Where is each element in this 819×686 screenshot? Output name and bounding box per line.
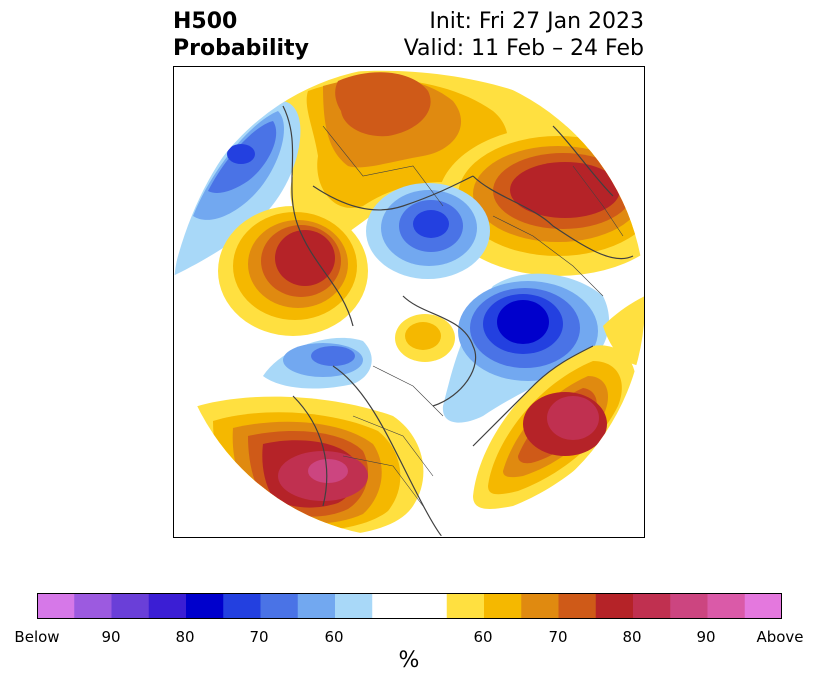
anomaly-arctic-low bbox=[366, 183, 490, 279]
colorbar-swatch bbox=[37, 593, 75, 619]
anomaly-atlantic-high bbox=[473, 345, 636, 509]
colorbar-swatch bbox=[335, 593, 373, 619]
colorbar-swatch bbox=[223, 593, 261, 619]
colorbar-swatch bbox=[148, 593, 187, 619]
colorbar-swatch bbox=[707, 593, 746, 619]
colorbar-swatch bbox=[595, 593, 634, 619]
colorbar-tick-above-70: 70 bbox=[548, 628, 568, 646]
colorbar-swatch bbox=[744, 593, 782, 619]
anomaly-pacific-high-west bbox=[218, 206, 368, 336]
anomaly-field bbox=[173, 70, 645, 538]
title-variable: H500 bbox=[173, 9, 238, 34]
colorbar-tick-below-70: 70 bbox=[249, 628, 269, 646]
colorbar-tick-above-80: 80 bbox=[622, 628, 642, 646]
colorbar-unit: % bbox=[398, 648, 420, 673]
map-frame bbox=[173, 66, 645, 538]
colorbar-tick-above-60: 60 bbox=[473, 628, 493, 646]
colorbar-swatch bbox=[260, 593, 299, 619]
title-left: H500 Probability bbox=[173, 8, 309, 62]
colorbar-swatch bbox=[74, 593, 112, 619]
colorbar-frame bbox=[37, 593, 782, 619]
anomaly-northwest-low bbox=[173, 101, 301, 276]
anomaly-scandinavia-high bbox=[603, 296, 645, 366]
colorbar-swatch bbox=[111, 593, 150, 619]
colorbar-swatch bbox=[484, 593, 522, 619]
colorbar-swatches bbox=[37, 593, 782, 619]
colorbar-tick-below: Below bbox=[14, 628, 60, 646]
colorbar-swatch bbox=[670, 593, 708, 619]
colorbar-swatch bbox=[446, 593, 485, 619]
init-date: Init: Fri 27 Jan 2023 bbox=[429, 9, 644, 34]
title-product: Probability bbox=[173, 36, 309, 61]
colorbar-swatch bbox=[297, 593, 336, 619]
colorbar-tick-below-60: 60 bbox=[324, 628, 344, 646]
anomaly-siberia-high bbox=[438, 126, 645, 276]
colorbar bbox=[37, 593, 782, 619]
colorbar-swatch bbox=[521, 593, 559, 619]
anomaly-europe-low bbox=[442, 273, 610, 423]
colorbar-tick-above-90: 90 bbox=[696, 628, 716, 646]
colorbar-swatch bbox=[186, 593, 224, 619]
coastlines bbox=[282, 105, 634, 538]
colorbar-swatch bbox=[372, 593, 448, 619]
colorbar-swatch bbox=[633, 593, 671, 619]
valid-range: Valid: 11 Feb – 24 Feb bbox=[403, 36, 644, 61]
colorbar-tick-above: Above bbox=[756, 628, 804, 646]
borders bbox=[322, 125, 624, 507]
title-right: Init: Fri 27 Jan 2023 Valid: 11 Feb – 24… bbox=[404, 8, 644, 62]
colorbar-tick-below-90: 90 bbox=[101, 628, 121, 646]
colorbar-tick-below-80: 80 bbox=[175, 628, 195, 646]
probability-map bbox=[173, 66, 645, 538]
colorbar-swatch bbox=[558, 593, 597, 619]
anomaly-baffin-high bbox=[395, 314, 455, 362]
